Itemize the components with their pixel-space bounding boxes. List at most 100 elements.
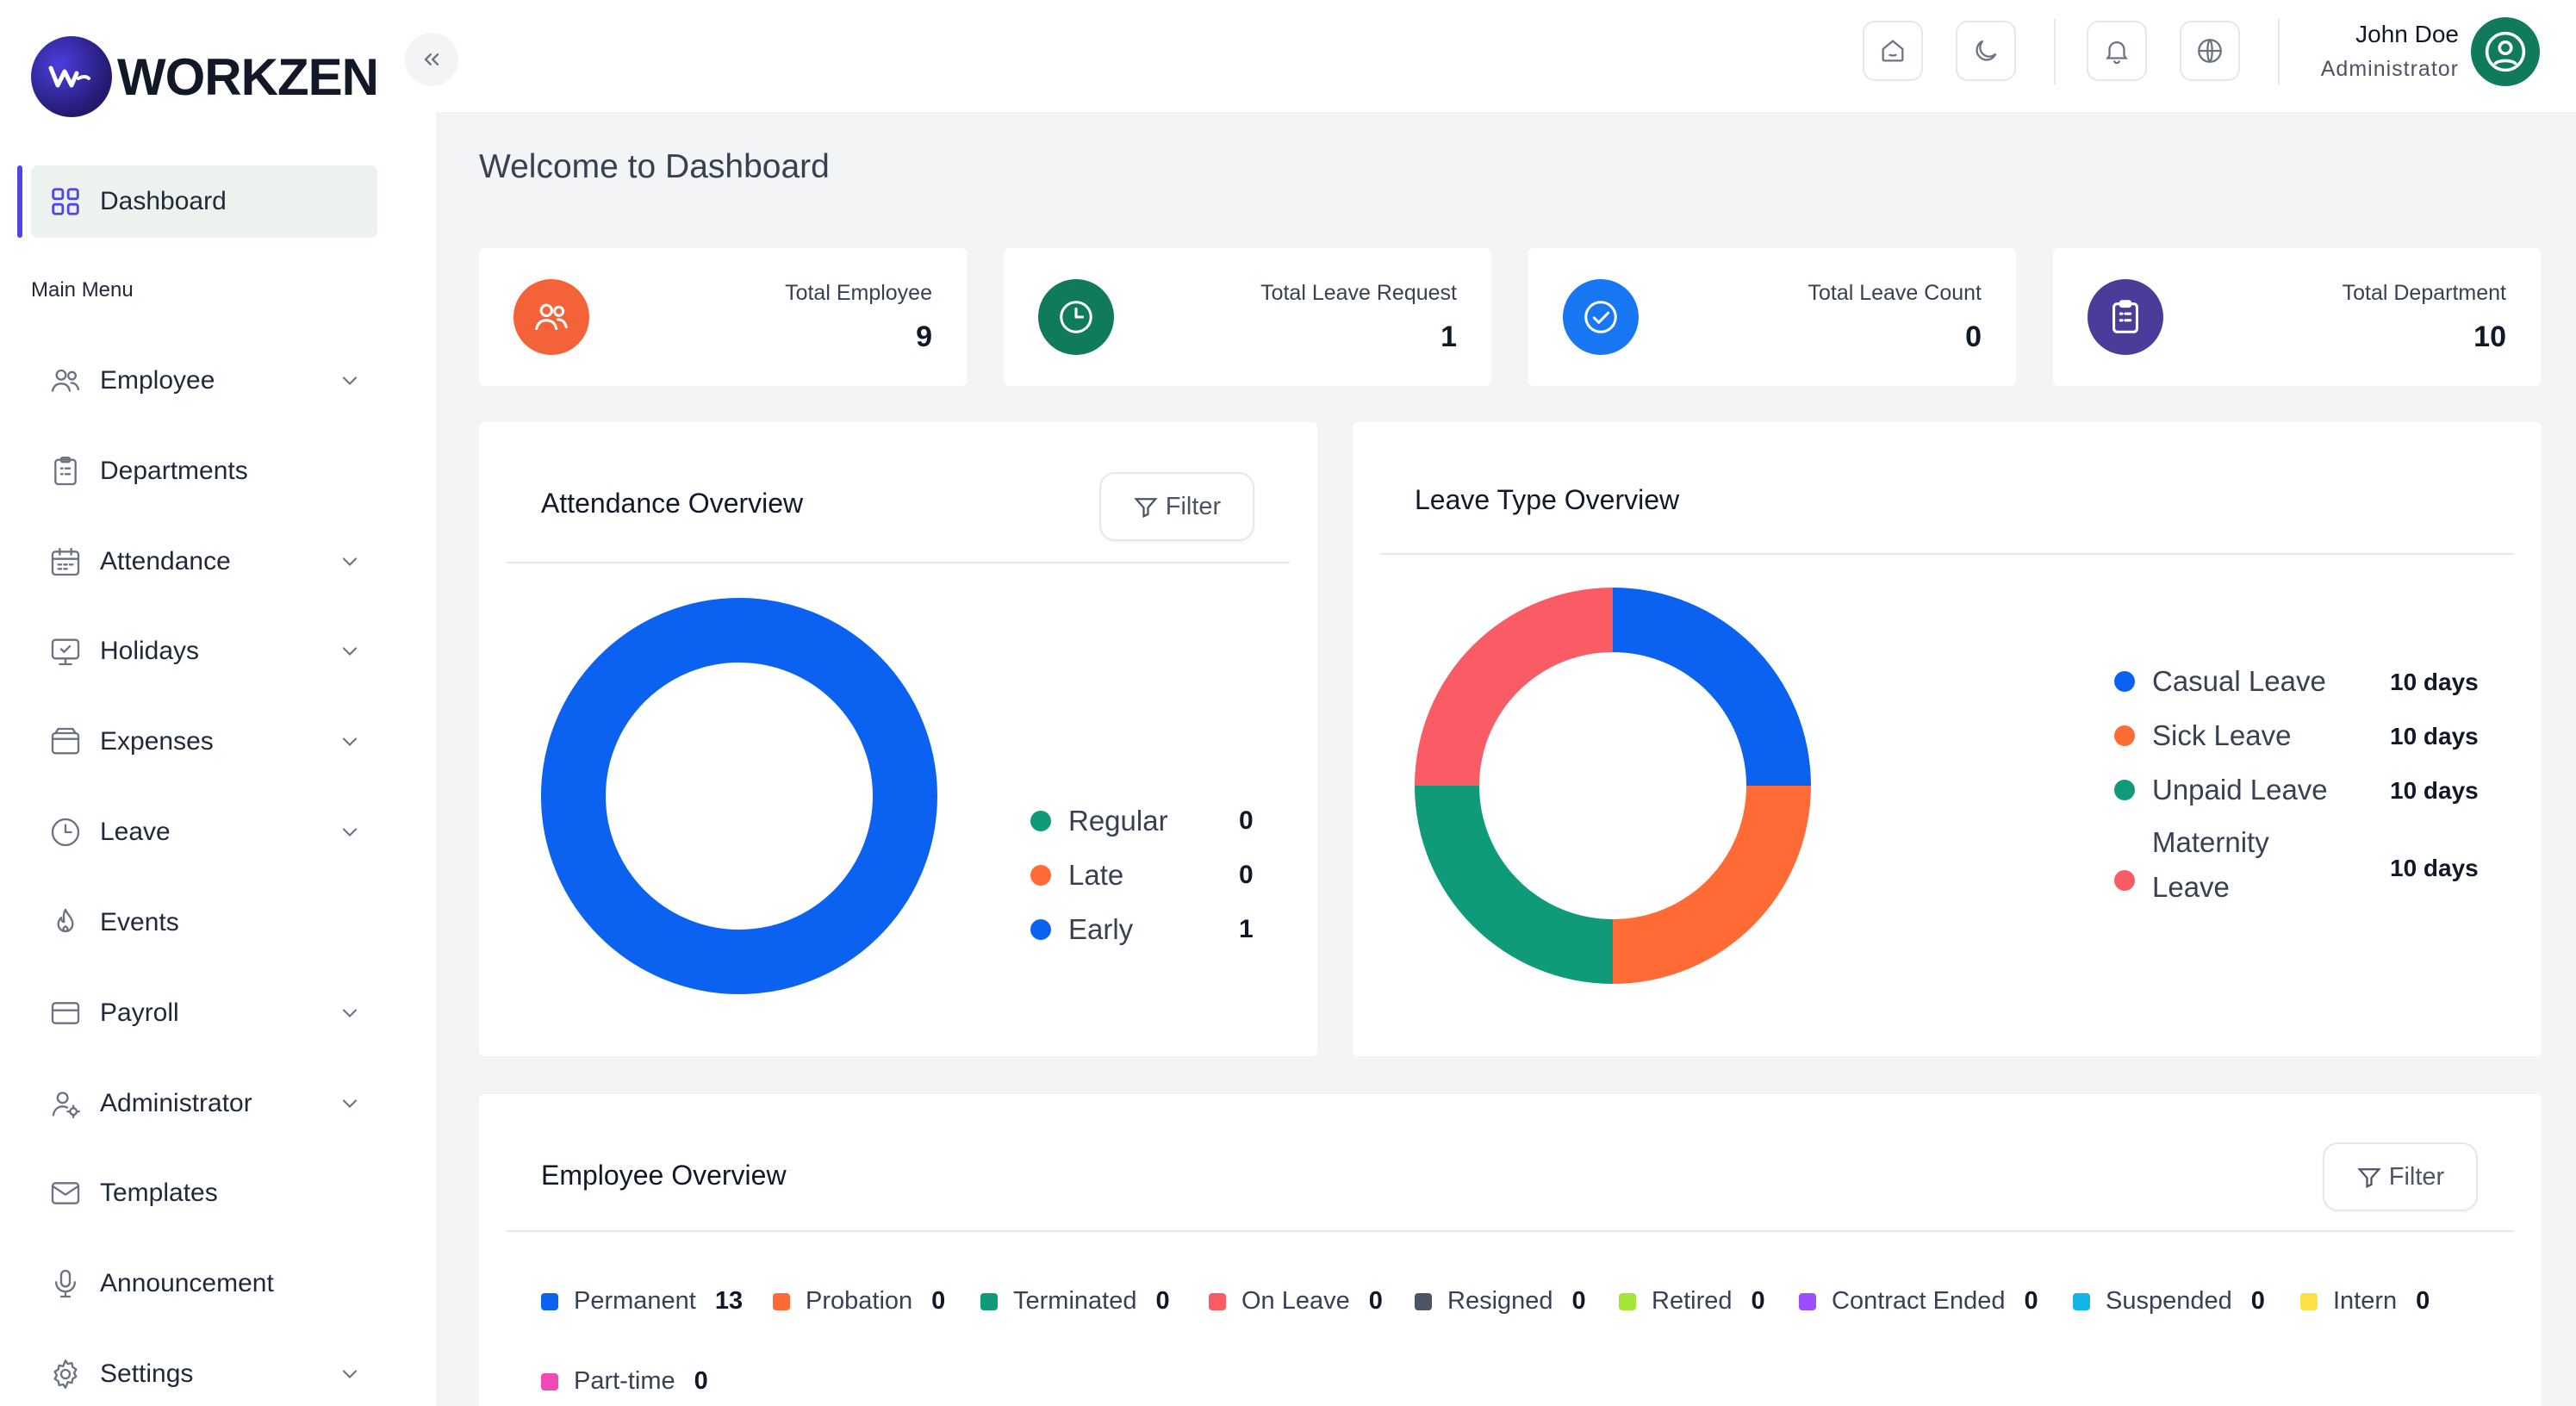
language-button[interactable] xyxy=(2180,21,2240,81)
legend-label: Suspended xyxy=(2106,1287,2232,1315)
legend-item-permanent[interactable]: Permanent 13 xyxy=(541,1287,743,1316)
leave-type-donut-chart xyxy=(1415,588,1811,984)
legend-item-suspended[interactable]: Suspended 0 xyxy=(2073,1287,2265,1316)
sidebar-item-leave[interactable]: Leave xyxy=(31,798,377,867)
legend-label: Regular xyxy=(1068,805,1168,837)
brand-logo[interactable]: WORKZEN xyxy=(31,36,379,117)
legend-value: 0 xyxy=(1368,1287,1383,1315)
globe-icon xyxy=(2198,39,2222,63)
legend-dot xyxy=(2114,671,2135,692)
employee-filter-button[interactable]: Filter xyxy=(2323,1142,2478,1211)
legend-item-regular[interactable]: Regular xyxy=(1030,805,1168,837)
legend-item-terminated[interactable]: Terminated 0 xyxy=(980,1287,1170,1316)
legend-label: Terminated xyxy=(1013,1287,1137,1315)
moon-icon xyxy=(1976,40,1997,61)
sidebar-item-departments[interactable]: Departments xyxy=(31,437,377,506)
chevron-down-icon[interactable] xyxy=(338,730,362,758)
stat-card-total-leave-count[interactable]: Total Leave Count 0 xyxy=(1528,248,2016,386)
legend-item-early[interactable]: Early xyxy=(1030,913,1133,946)
legend-value: 10 days xyxy=(2390,669,2479,695)
legend-item-part-time[interactable]: Part-time 0 xyxy=(541,1367,708,1396)
notifications-button[interactable] xyxy=(2087,21,2147,81)
legend-dot xyxy=(1030,865,1051,886)
legend-dot xyxy=(1030,811,1051,831)
sidebar-item-holidays[interactable]: Holidays xyxy=(31,617,377,686)
collapse-sidebar-button[interactable] xyxy=(405,33,458,86)
chevron-down-icon[interactable] xyxy=(338,550,362,578)
sidebar-item-label: Settings xyxy=(100,1359,194,1388)
sidebar: WORKZEN Dashboard Main Menu Employee Depa… xyxy=(0,0,436,1406)
divider xyxy=(1380,553,2514,555)
chevron-down-icon[interactable] xyxy=(338,639,362,668)
stat-card-total-department[interactable]: Total Department 10 xyxy=(2053,248,2541,386)
legend-item-casual-leave[interactable]: Casual Leave xyxy=(2114,665,2326,698)
sidebar-item-label: Departments xyxy=(100,457,248,485)
donut-slice-maternity-leave[interactable] xyxy=(1415,588,1613,786)
avatar[interactable] xyxy=(2471,17,2540,86)
legend-item-resigned[interactable]: Resigned 0 xyxy=(1415,1287,1586,1316)
legend-item-maternity-leave[interactable]: Maternity Leave xyxy=(2114,826,2316,910)
panel-title: Leave Type Overview xyxy=(1415,484,1680,515)
sidebar-item-label: Holidays xyxy=(100,637,200,665)
donut-slice-casual-leave[interactable] xyxy=(1613,588,1811,786)
sidebar-item-attendance[interactable]: Attendance xyxy=(31,527,377,596)
sidebar-item-label: Expenses xyxy=(100,727,214,756)
legend-label: Intern xyxy=(2333,1287,2398,1315)
legend-item-retired[interactable]: Retired 0 xyxy=(1619,1287,1765,1316)
sidebar-item-expenses[interactable]: Expenses xyxy=(31,707,377,776)
stat-value: 0 xyxy=(1965,320,1982,353)
dark-mode-toggle[interactable] xyxy=(1956,21,2016,81)
users-icon xyxy=(513,279,589,355)
user-name[interactable]: John Doe xyxy=(2355,21,2459,47)
legend-value: 0 xyxy=(1751,1287,1765,1315)
sidebar-item-label: Dashboard xyxy=(100,187,227,215)
legend-item-late[interactable]: Late xyxy=(1030,859,1123,892)
sidebar-item-settings[interactable]: Settings xyxy=(31,1340,377,1406)
legend-value: 10 days xyxy=(2390,777,2479,804)
sidebar-item-dashboard[interactable]: Dashboard xyxy=(31,165,377,238)
clock-icon xyxy=(1038,279,1114,355)
chevron-down-icon[interactable] xyxy=(338,369,362,397)
stat-label: Total Leave Request xyxy=(1260,281,1457,305)
home-icon xyxy=(1882,40,1904,62)
legend-item-unpaid-leave[interactable]: Unpaid Leave xyxy=(2114,774,2328,806)
donut-slice-unpaid-leave[interactable] xyxy=(1415,786,1613,984)
sidebar-item-administrator[interactable]: Administrator xyxy=(31,1069,377,1138)
stat-value: 1 xyxy=(1440,320,1457,353)
legend-item-contract-ended[interactable]: Contract Ended 0 xyxy=(1799,1287,2038,1316)
sidebar-item-employee[interactable]: Employee xyxy=(31,346,377,415)
chevron-down-icon[interactable] xyxy=(338,1362,362,1390)
home-button[interactable] xyxy=(1863,21,1923,81)
legend-swatch xyxy=(773,1292,790,1310)
stat-card-total-leave-request[interactable]: Total Leave Request 1 xyxy=(1004,248,1491,386)
grid-icon xyxy=(31,185,100,218)
gear-icon xyxy=(31,1357,100,1391)
sidebar-item-announcement[interactable]: Announcement xyxy=(31,1249,377,1318)
legend-value: 0 xyxy=(2250,1287,2265,1315)
donut-slice-sick-leave[interactable] xyxy=(1613,786,1811,984)
legend-item-on-leave[interactable]: On Leave 0 xyxy=(1209,1287,1383,1316)
legend-swatch xyxy=(980,1292,998,1310)
legend-item-intern[interactable]: Intern 0 xyxy=(2300,1287,2430,1316)
sidebar-item-templates[interactable]: Templates xyxy=(31,1159,377,1228)
active-indicator xyxy=(17,165,22,238)
legend-label: Probation xyxy=(806,1287,913,1315)
donut-slice-early[interactable] xyxy=(541,598,937,994)
attendance-filter-button[interactable]: Filter xyxy=(1099,472,1254,541)
stat-card-total-employee[interactable]: Total Employee 9 xyxy=(479,248,967,386)
sidebar-item-label: Employee xyxy=(100,366,215,395)
chevron-down-icon[interactable] xyxy=(338,1092,362,1120)
chevron-down-icon[interactable] xyxy=(338,820,362,849)
sidebar-item-events[interactable]: Events xyxy=(31,888,377,957)
credit-card-icon xyxy=(31,996,100,1030)
legend-item-probation[interactable]: Probation 0 xyxy=(773,1287,945,1316)
legend-value: 0 xyxy=(931,1287,946,1315)
sidebar-item-label: Announcement xyxy=(100,1269,274,1297)
sidebar-item-payroll[interactable]: Payroll xyxy=(31,979,377,1048)
chevron-down-icon[interactable] xyxy=(338,1001,362,1030)
leave-type-overview-panel: Leave Type Overview Casual Leave 10 days S… xyxy=(1353,422,2542,1056)
legend-swatch xyxy=(1209,1292,1226,1310)
legend-swatch xyxy=(1799,1292,1816,1310)
stat-value: 9 xyxy=(916,320,932,353)
legend-item-sick-leave[interactable]: Sick Leave xyxy=(2114,719,2291,752)
